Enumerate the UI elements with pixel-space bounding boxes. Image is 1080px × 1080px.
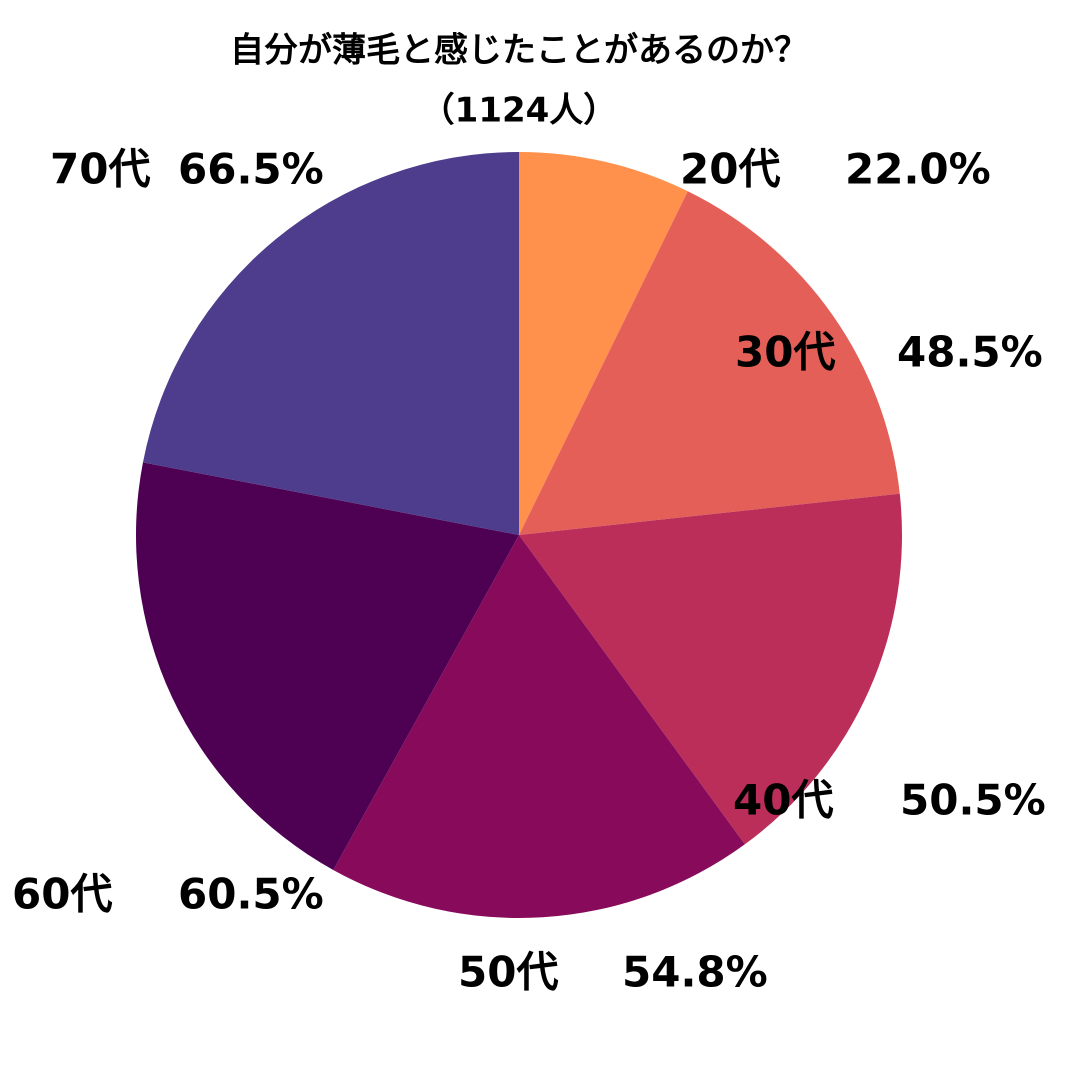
category-label: 50代 [458, 948, 558, 997]
value-label: 48.5% [897, 328, 1043, 377]
category-label: 30代 [735, 328, 835, 377]
pie-slice [136, 462, 519, 870]
category-label: 20代 [680, 145, 780, 194]
value-label: 22.0% [845, 145, 991, 194]
value-label: 60.5% [178, 870, 324, 919]
pie-slice [333, 535, 745, 919]
chart-title: 自分が薄毛と感じたことがあるのか？ [230, 31, 808, 71]
value-label: 54.8% [622, 948, 768, 997]
pie-slice [519, 493, 902, 845]
pie-slice [142, 152, 519, 535]
category-label: 40代 [733, 776, 833, 825]
pie-slice [519, 191, 900, 536]
pie-slice [519, 152, 688, 535]
category-label: 70代 [50, 145, 150, 194]
chart-subtitle: （1124人） [421, 91, 618, 131]
value-label: 66.5% [178, 145, 324, 194]
value-label: 50.5% [900, 776, 1046, 825]
category-label: 60代 [12, 870, 112, 919]
